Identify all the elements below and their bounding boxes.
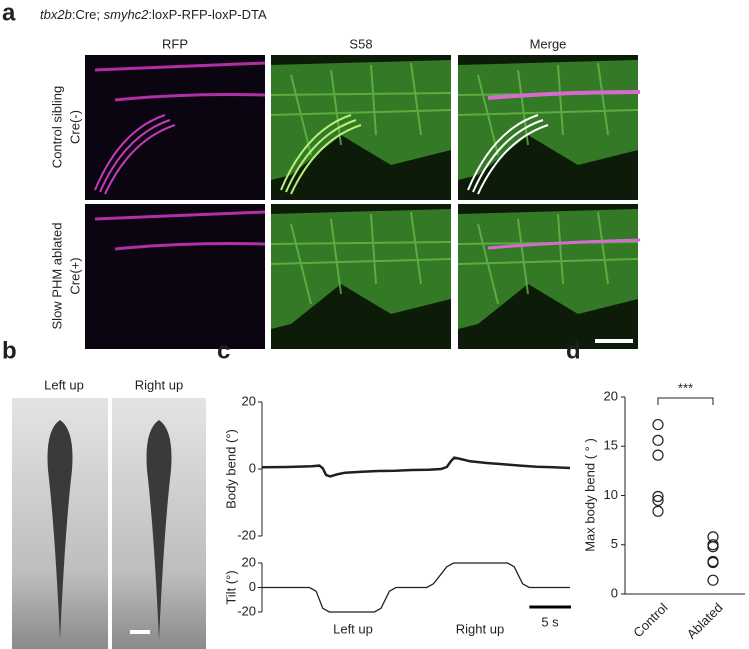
y-tick-label: 0	[249, 460, 256, 475]
column-label: Merge	[530, 36, 567, 51]
y-axis-label: Body bend (°)	[223, 429, 238, 509]
annotation: Left up	[333, 621, 373, 636]
panel-label: c	[217, 337, 230, 364]
y-axis-label: Tilt (°)	[223, 570, 238, 604]
y-tick-label: 5	[611, 536, 618, 551]
panel-label: b	[2, 337, 17, 364]
data-point	[652, 449, 664, 461]
data-point	[707, 556, 719, 569]
scale-bar-label: 5 s	[541, 614, 559, 629]
data-point	[707, 531, 719, 543]
data-point	[707, 541, 719, 553]
annotation: Right up	[456, 621, 504, 636]
data-point	[707, 574, 719, 586]
panel-label: d	[566, 337, 581, 364]
y-tick-label: 20	[242, 554, 256, 569]
y-tick-label: -20	[237, 527, 256, 542]
row-label: Cre(-)	[67, 110, 82, 144]
column-label: S58	[349, 36, 372, 51]
row-label: Control sibling	[49, 86, 64, 168]
y-tick-label: 20	[604, 388, 618, 403]
data-point	[652, 418, 664, 431]
y-tick-label: 20	[242, 393, 256, 408]
y-tick-label: 0	[249, 579, 256, 594]
y-tick-label: -20	[237, 603, 256, 618]
significance-bracket	[657, 397, 714, 405]
trace	[261, 456, 571, 478]
y-axis-label: Max body bend ( ° )	[582, 438, 597, 552]
y-tick-label: 15	[604, 438, 618, 453]
column-label: Left up	[44, 377, 84, 392]
data-point	[652, 434, 664, 446]
data-point	[652, 505, 664, 517]
x-tick-label: Control	[630, 600, 670, 640]
panel-label: a	[2, 0, 16, 26]
significance-label: ***	[678, 380, 693, 395]
row-label: Slow PHM ablated	[49, 223, 64, 330]
column-label: RFP	[162, 36, 188, 51]
row-label: Cre(+)	[67, 257, 82, 294]
y-tick-label: 10	[604, 487, 618, 502]
column-label: Right up	[135, 377, 183, 392]
trace	[262, 562, 570, 613]
genotype: tbx2b:Cre; smyhc2:loxP-RFP-loxP-DTA	[40, 7, 267, 22]
y-tick-label: 0	[611, 585, 618, 600]
x-tick-label: Ablated	[684, 600, 726, 642]
micrographs	[12, 53, 641, 649]
data-point	[652, 494, 664, 507]
data-point	[652, 490, 664, 503]
